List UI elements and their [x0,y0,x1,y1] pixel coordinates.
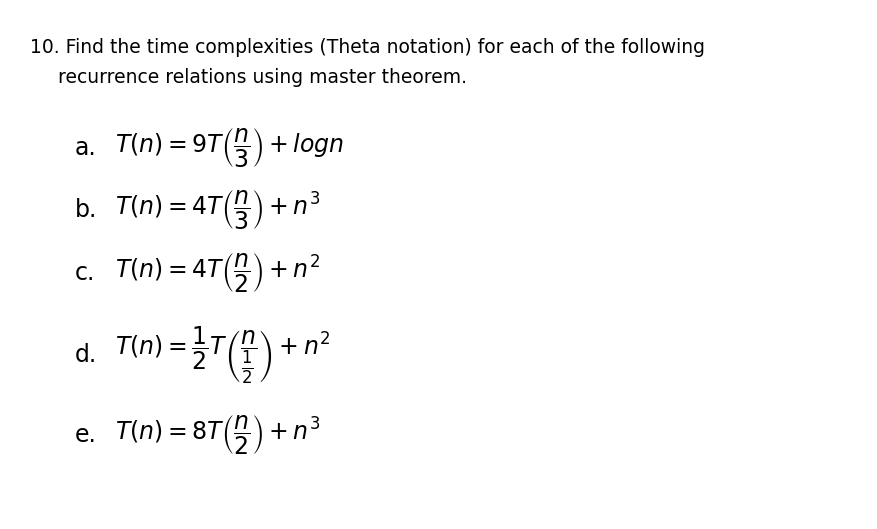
Text: 10. Find the time complexities (Theta notation) for each of the following: 10. Find the time complexities (Theta no… [30,38,704,57]
Text: e.: e. [75,423,96,447]
Text: b.: b. [75,198,97,222]
Text: recurrence relations using master theorem.: recurrence relations using master theore… [58,68,467,87]
Text: c.: c. [75,261,96,285]
Text: a.: a. [75,136,96,160]
Text: $T(n) = 4T\left(\dfrac{n}{2}\right) + n^2$: $T(n) = 4T\left(\dfrac{n}{2}\right) + n^… [115,251,319,295]
Text: $T(n) = 4T\left(\dfrac{n}{3}\right) + n^3$: $T(n) = 4T\left(\dfrac{n}{3}\right) + n^… [115,188,320,232]
Text: $T(n) = 8T\left(\dfrac{n}{2}\right) + n^3$: $T(n) = 8T\left(\dfrac{n}{2}\right) + n^… [115,413,320,457]
Text: $T(n) = 9T\left(\dfrac{n}{3}\right) + logn$: $T(n) = 9T\left(\dfrac{n}{3}\right) + lo… [115,126,344,170]
Text: $T(n) = \dfrac{1}{2}T\left(\dfrac{n}{\frac{1}{2}}\right) + n^2$: $T(n) = \dfrac{1}{2}T\left(\dfrac{n}{\fr… [115,324,330,386]
Text: d.: d. [75,343,97,367]
